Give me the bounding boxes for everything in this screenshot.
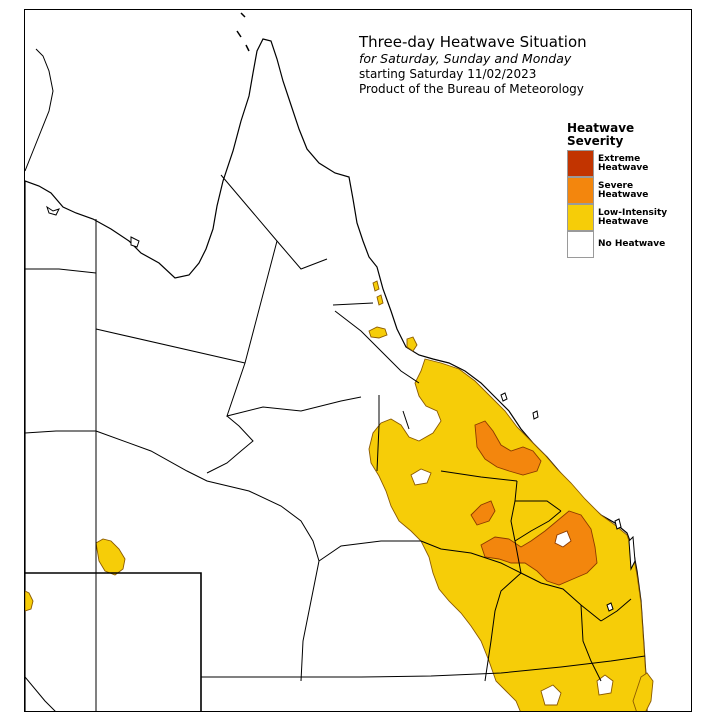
map-title-block: Three-day Heatwave Situation for Saturda… xyxy=(359,33,587,97)
heatwave-severe-central xyxy=(480,510,598,586)
heatwave-low-intensity-blob-west xyxy=(95,538,126,576)
legend-label-none: No Heatwave xyxy=(598,239,666,249)
legend-label-severe: Severe Heatwave xyxy=(598,180,649,200)
district-boundaries xyxy=(25,174,646,711)
heatwave-low-intensity-small-4 xyxy=(376,294,384,306)
legend-swatch-extreme xyxy=(567,150,594,177)
heatwave-low-intensity-coast xyxy=(632,672,654,711)
legend-title: Heatwave Severity xyxy=(567,121,635,148)
legend-items: Extreme Heatwave Severe Heatwave Low-Int… xyxy=(567,150,687,258)
heatwave-severe-small xyxy=(470,500,496,526)
map-date: starting Saturday 11/02/2023 xyxy=(359,67,537,81)
map-subtitle: for Saturday, Sunday and Monday xyxy=(359,51,572,66)
heatwave-low-intensity-small-2 xyxy=(406,336,418,352)
legend-swatch-severe xyxy=(567,177,594,204)
heatwave-low-intensity-main xyxy=(368,358,648,711)
no-heatwave-gap-3 xyxy=(540,684,562,706)
no-heatwave-gap-1 xyxy=(410,468,432,486)
no-heatwave-gap-severe xyxy=(554,530,572,548)
legend-item-extreme: Extreme Heatwave xyxy=(567,150,687,177)
legend: Heatwave Severity Extreme Heatwave Sever… xyxy=(567,122,687,258)
legend-item-severe: Severe Heatwave xyxy=(567,177,687,204)
legend-label-low-intensity: Low-Intensity Heatwave xyxy=(598,207,668,227)
map-canvas xyxy=(25,12,654,711)
coastal-islands xyxy=(500,392,636,612)
map-frame xyxy=(24,9,692,712)
legend-item-low-intensity: Low-Intensity Heatwave xyxy=(567,204,687,231)
cape-york-islands xyxy=(236,12,250,52)
legend-item-none: No Heatwave xyxy=(567,231,687,258)
gulf-coast xyxy=(25,48,54,172)
legend-label-extreme: Extreme Heatwave xyxy=(598,153,649,173)
heatwave-severe-north xyxy=(474,420,542,476)
gulf-islands xyxy=(46,205,140,248)
map-title: Three-day Heatwave Situation xyxy=(359,33,587,51)
map-source: Product of the Bureau of Meteorology xyxy=(359,82,584,96)
legend-swatch-none xyxy=(567,231,594,258)
state-boundary xyxy=(25,572,202,711)
heatwave-low-intensity-small-1 xyxy=(368,326,388,339)
heatwave-low-intensity-small-3 xyxy=(372,280,380,292)
heatwave-low-intensity-blob-edge xyxy=(25,590,34,612)
legend-swatch-low-intensity xyxy=(567,204,594,231)
